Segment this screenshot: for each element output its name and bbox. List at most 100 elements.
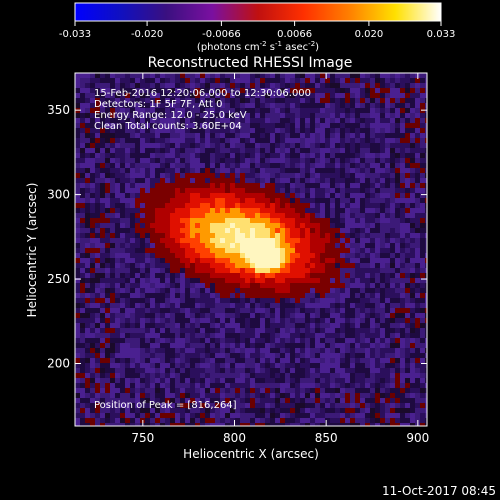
heatmap-cell: [145, 318, 150, 323]
heatmap-cell: [315, 333, 320, 338]
heatmap-cell: [235, 328, 240, 333]
heatmap-cell: [270, 153, 275, 158]
heatmap-cell: [325, 208, 330, 213]
heatmap-cell: [365, 368, 370, 373]
heatmap-cell: [295, 183, 300, 188]
heatmap-cell: [250, 298, 255, 303]
heatmap-cell: [370, 353, 375, 358]
heatmap-cell: [390, 143, 395, 148]
heatmap-cell: [345, 173, 350, 178]
heatmap-cell: [260, 368, 265, 373]
heatmap-cell: [385, 123, 390, 128]
heatmap-cell: [285, 178, 290, 183]
heatmap-cell: [280, 378, 285, 383]
heatmap-cell: [270, 328, 275, 333]
heatmap-cell: [320, 253, 325, 258]
heatmap-cell: [120, 218, 125, 223]
heatmap-cell: [305, 333, 310, 338]
heatmap-cell: [105, 283, 110, 288]
heatmap-cell: [425, 233, 427, 238]
heatmap-cell: [265, 368, 270, 373]
heatmap-cell: [405, 228, 410, 233]
heatmap-cell: [315, 123, 320, 128]
heatmap-cell: [350, 193, 355, 198]
heatmap-cell: [340, 243, 345, 248]
heatmap-cell: [225, 73, 230, 78]
heatmap-cell: [265, 243, 270, 248]
heatmap-cell: [110, 228, 115, 233]
heatmap-cell: [190, 123, 195, 128]
heatmap-cell: [335, 143, 340, 148]
heatmap-cell: [390, 208, 395, 213]
heatmap-cell: [305, 303, 310, 308]
heatmap-cell: [385, 258, 390, 263]
heatmap-cell: [350, 258, 355, 263]
heatmap-cell: [350, 403, 355, 408]
heatmap-cell: [170, 298, 175, 303]
heatmap-cell: [95, 288, 100, 293]
heatmap-cell: [375, 213, 380, 218]
heatmap-cell: [405, 208, 410, 213]
heatmap-cell: [415, 113, 420, 118]
heatmap-cell: [290, 203, 295, 208]
heatmap-cell: [285, 368, 290, 373]
heatmap-cell: [350, 123, 355, 128]
heatmap-cell: [375, 133, 380, 138]
heatmap-cell: [185, 343, 190, 348]
heatmap-cell: [180, 373, 185, 378]
heatmap-cell: [80, 278, 85, 283]
heatmap-cell: [205, 343, 210, 348]
heatmap-cell: [295, 208, 300, 213]
heatmap-cell: [260, 118, 265, 123]
heatmap-cell: [365, 373, 370, 378]
heatmap-cell: [395, 263, 400, 268]
heatmap-cell: [75, 318, 80, 323]
heatmap-cell: [235, 348, 240, 353]
heatmap-cell: [235, 183, 240, 188]
heatmap-cell: [255, 358, 260, 363]
heatmap-cell: [95, 123, 100, 128]
heatmap-cell: [115, 213, 120, 218]
heatmap-cell: [255, 383, 260, 388]
heatmap-cell: [75, 208, 80, 213]
heatmap-cell: [195, 148, 200, 153]
heatmap-cell: [150, 138, 155, 143]
heatmap-cell: [250, 103, 255, 108]
heatmap-cell: [280, 133, 285, 138]
heatmap-cell: [300, 418, 305, 423]
heatmap-cell: [395, 228, 400, 233]
heatmap-cell: [180, 228, 185, 233]
heatmap-cell: [210, 223, 215, 228]
heatmap-cell: [255, 263, 260, 268]
heatmap-cell: [355, 118, 360, 123]
heatmap-cell: [205, 108, 210, 113]
heatmap-cell: [310, 118, 315, 123]
heatmap-cell: [365, 83, 370, 88]
heatmap-cell: [185, 318, 190, 323]
heatmap-cell: [180, 408, 185, 413]
heatmap-cell: [145, 163, 150, 168]
heatmap-cell: [250, 188, 255, 193]
heatmap-cell: [155, 128, 160, 133]
heatmap-cell: [80, 293, 85, 298]
heatmap-cell: [95, 93, 100, 98]
heatmap-cell: [380, 393, 385, 398]
heatmap-cell: [380, 253, 385, 258]
heatmap-cell: [125, 303, 130, 308]
heatmap-cell: [355, 88, 360, 93]
heatmap-cell: [255, 303, 260, 308]
heatmap-cell: [365, 218, 370, 223]
heatmap-cell: [165, 178, 170, 183]
heatmap-cell: [400, 403, 405, 408]
heatmap-cell: [115, 198, 120, 203]
heatmap-cell: [370, 193, 375, 198]
heatmap-cell: [235, 188, 240, 193]
heatmap-cell: [180, 233, 185, 238]
heatmap-cell: [140, 128, 145, 133]
heatmap-cell: [170, 388, 175, 393]
heatmap-cell: [330, 193, 335, 198]
heatmap-cell: [205, 298, 210, 303]
heatmap-cell: [420, 398, 425, 403]
heatmap-cell: [405, 298, 410, 303]
heatmap-cell: [325, 383, 330, 388]
